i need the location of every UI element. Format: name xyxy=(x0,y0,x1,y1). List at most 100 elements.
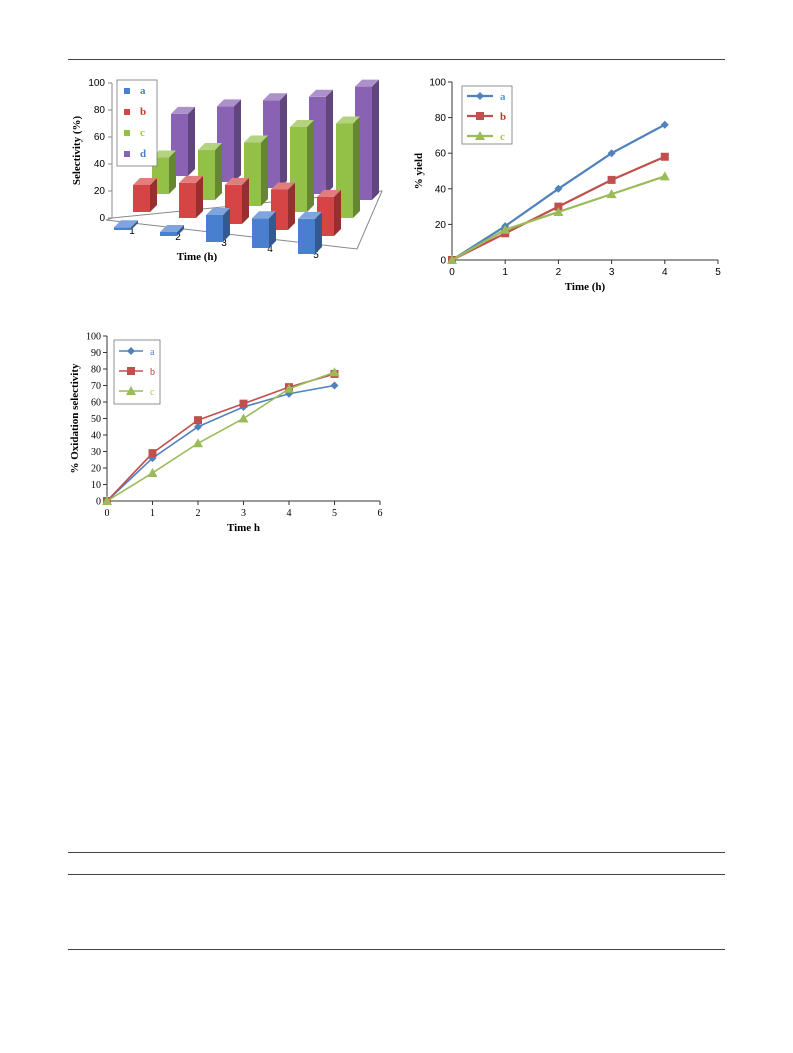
header-rule xyxy=(68,59,725,60)
bar-top xyxy=(290,119,314,127)
chart-yield-plot: 0 20 40 60 80 100 0 1 2 3 4 5 Time (h) % yield abc xyxy=(413,78,721,294)
bar-top xyxy=(225,177,249,185)
bar-side xyxy=(242,177,249,224)
bar-a-5 xyxy=(298,211,322,254)
chart-oxidation-selectivity-plot: 0 10 20 30 40 50 60 70 80 90 100 0 1 2 3 4 5 6 Time h % Oxi… xyxy=(69,332,383,535)
legend-marker-b xyxy=(476,112,484,120)
bar-b-5 xyxy=(317,189,341,236)
legend-label-d: d xyxy=(140,148,146,160)
y-tick-label: 40 xyxy=(435,184,447,195)
bar-side xyxy=(177,224,184,236)
x-tick-label: 3 xyxy=(241,508,246,519)
y-tick-label: 60 xyxy=(94,132,106,143)
point-b-3 xyxy=(607,175,616,184)
legend-marker-c xyxy=(126,386,136,395)
y-tick-label: 80 xyxy=(94,105,106,116)
bar-top xyxy=(309,89,333,97)
x-axis-label: Time (h) xyxy=(177,251,218,263)
x-tick-label: 4 xyxy=(267,244,273,255)
x-tick-label: 1 xyxy=(150,508,155,519)
y-tick-label: 0 xyxy=(440,256,446,267)
bar-top xyxy=(179,175,203,183)
y-tick-label: 40 xyxy=(94,159,106,170)
point-b-2 xyxy=(554,202,563,211)
point-c-4 xyxy=(284,383,294,393)
x-tick-label: 0 xyxy=(449,267,455,278)
bar-b-2 xyxy=(179,175,203,218)
y-tick-label: 60 xyxy=(435,149,447,160)
bar-side xyxy=(269,211,276,248)
legend-marker-a xyxy=(127,347,135,355)
legend: abc xyxy=(113,339,161,405)
point-c-2 xyxy=(193,438,203,448)
y-axis-label: % yield xyxy=(413,153,425,189)
bar-side xyxy=(234,99,241,182)
bar-top xyxy=(317,189,341,197)
y-tick-label: 100 xyxy=(86,332,101,343)
x-tick-label: 2 xyxy=(175,232,181,243)
y-tick-label: 90 xyxy=(91,348,101,359)
y-tick-label: 20 xyxy=(91,464,101,475)
point-c-0 xyxy=(447,255,457,264)
bar-front xyxy=(298,218,315,254)
x-tick-label: 3 xyxy=(609,267,615,278)
legend-label-c: c xyxy=(500,131,505,143)
x-tick-label: 0 xyxy=(105,508,110,519)
y-tick-label: 30 xyxy=(91,447,101,458)
y-axis-label: Selectivity (%) xyxy=(71,115,83,185)
legend-box xyxy=(116,79,158,167)
bar-b-3 xyxy=(225,177,249,224)
bar-side xyxy=(288,182,295,230)
footer-rule-1 xyxy=(68,852,725,853)
bar-b-1 xyxy=(133,178,157,212)
x-tick-label: 4 xyxy=(662,267,668,278)
chart-oxidation-selectivity: 0 10 20 30 40 50 60 70 80 90 100 0 1 2 3 4 5 6 Time h % Oxi… xyxy=(68,326,390,544)
bar-side xyxy=(261,135,268,206)
y-tick-label: 100 xyxy=(429,78,446,89)
x-tick-label: 5 xyxy=(332,508,337,519)
y-tick-label: 20 xyxy=(94,186,106,197)
legend-marker-c xyxy=(475,131,485,140)
bar-side xyxy=(131,220,138,230)
point-b-2 xyxy=(194,416,202,425)
footer-rule-3 xyxy=(68,949,725,950)
legend-label-c: c xyxy=(140,127,145,139)
legend-label-b: b xyxy=(140,106,146,118)
legend-swatch-b xyxy=(124,109,130,115)
bar-side xyxy=(169,150,176,194)
series-line-c xyxy=(106,371,335,502)
bar-front xyxy=(206,215,223,242)
bar-side xyxy=(353,116,360,218)
y-tick-label: 0 xyxy=(99,213,105,224)
y-tick-label: 0 xyxy=(96,497,101,508)
y-tick-label: 40 xyxy=(91,431,101,442)
bar-top xyxy=(160,224,184,232)
bar-top xyxy=(133,178,157,185)
bar-a-3 xyxy=(206,208,230,242)
legend-marker-b xyxy=(127,367,135,375)
bar-top xyxy=(217,99,241,107)
point-a-5 xyxy=(330,381,339,390)
bar-side xyxy=(334,189,341,236)
y-tick-label: 10 xyxy=(91,480,101,491)
point-a-2 xyxy=(554,184,563,193)
legend-swatch-c xyxy=(124,130,130,136)
legend-marker-a xyxy=(476,92,484,100)
bar-top xyxy=(355,79,379,87)
bar-top xyxy=(244,135,268,143)
bar-side xyxy=(280,93,287,188)
bar-top xyxy=(252,211,276,219)
legend-label-a: a xyxy=(500,91,506,103)
bar-side xyxy=(223,208,230,242)
chart-yield: 0 20 40 60 80 100 0 1 2 3 4 5 Time (h) % yield a b c xyxy=(408,72,726,334)
point-b-1 xyxy=(148,449,157,458)
point-c-3 xyxy=(238,413,249,423)
bar-side xyxy=(150,178,157,212)
footer-rule-2 xyxy=(68,874,725,875)
legend-label-c: c xyxy=(150,387,155,398)
x-tick-label: 6 xyxy=(378,508,383,519)
bar-a-2 xyxy=(160,224,184,236)
bar-front xyxy=(179,182,196,218)
